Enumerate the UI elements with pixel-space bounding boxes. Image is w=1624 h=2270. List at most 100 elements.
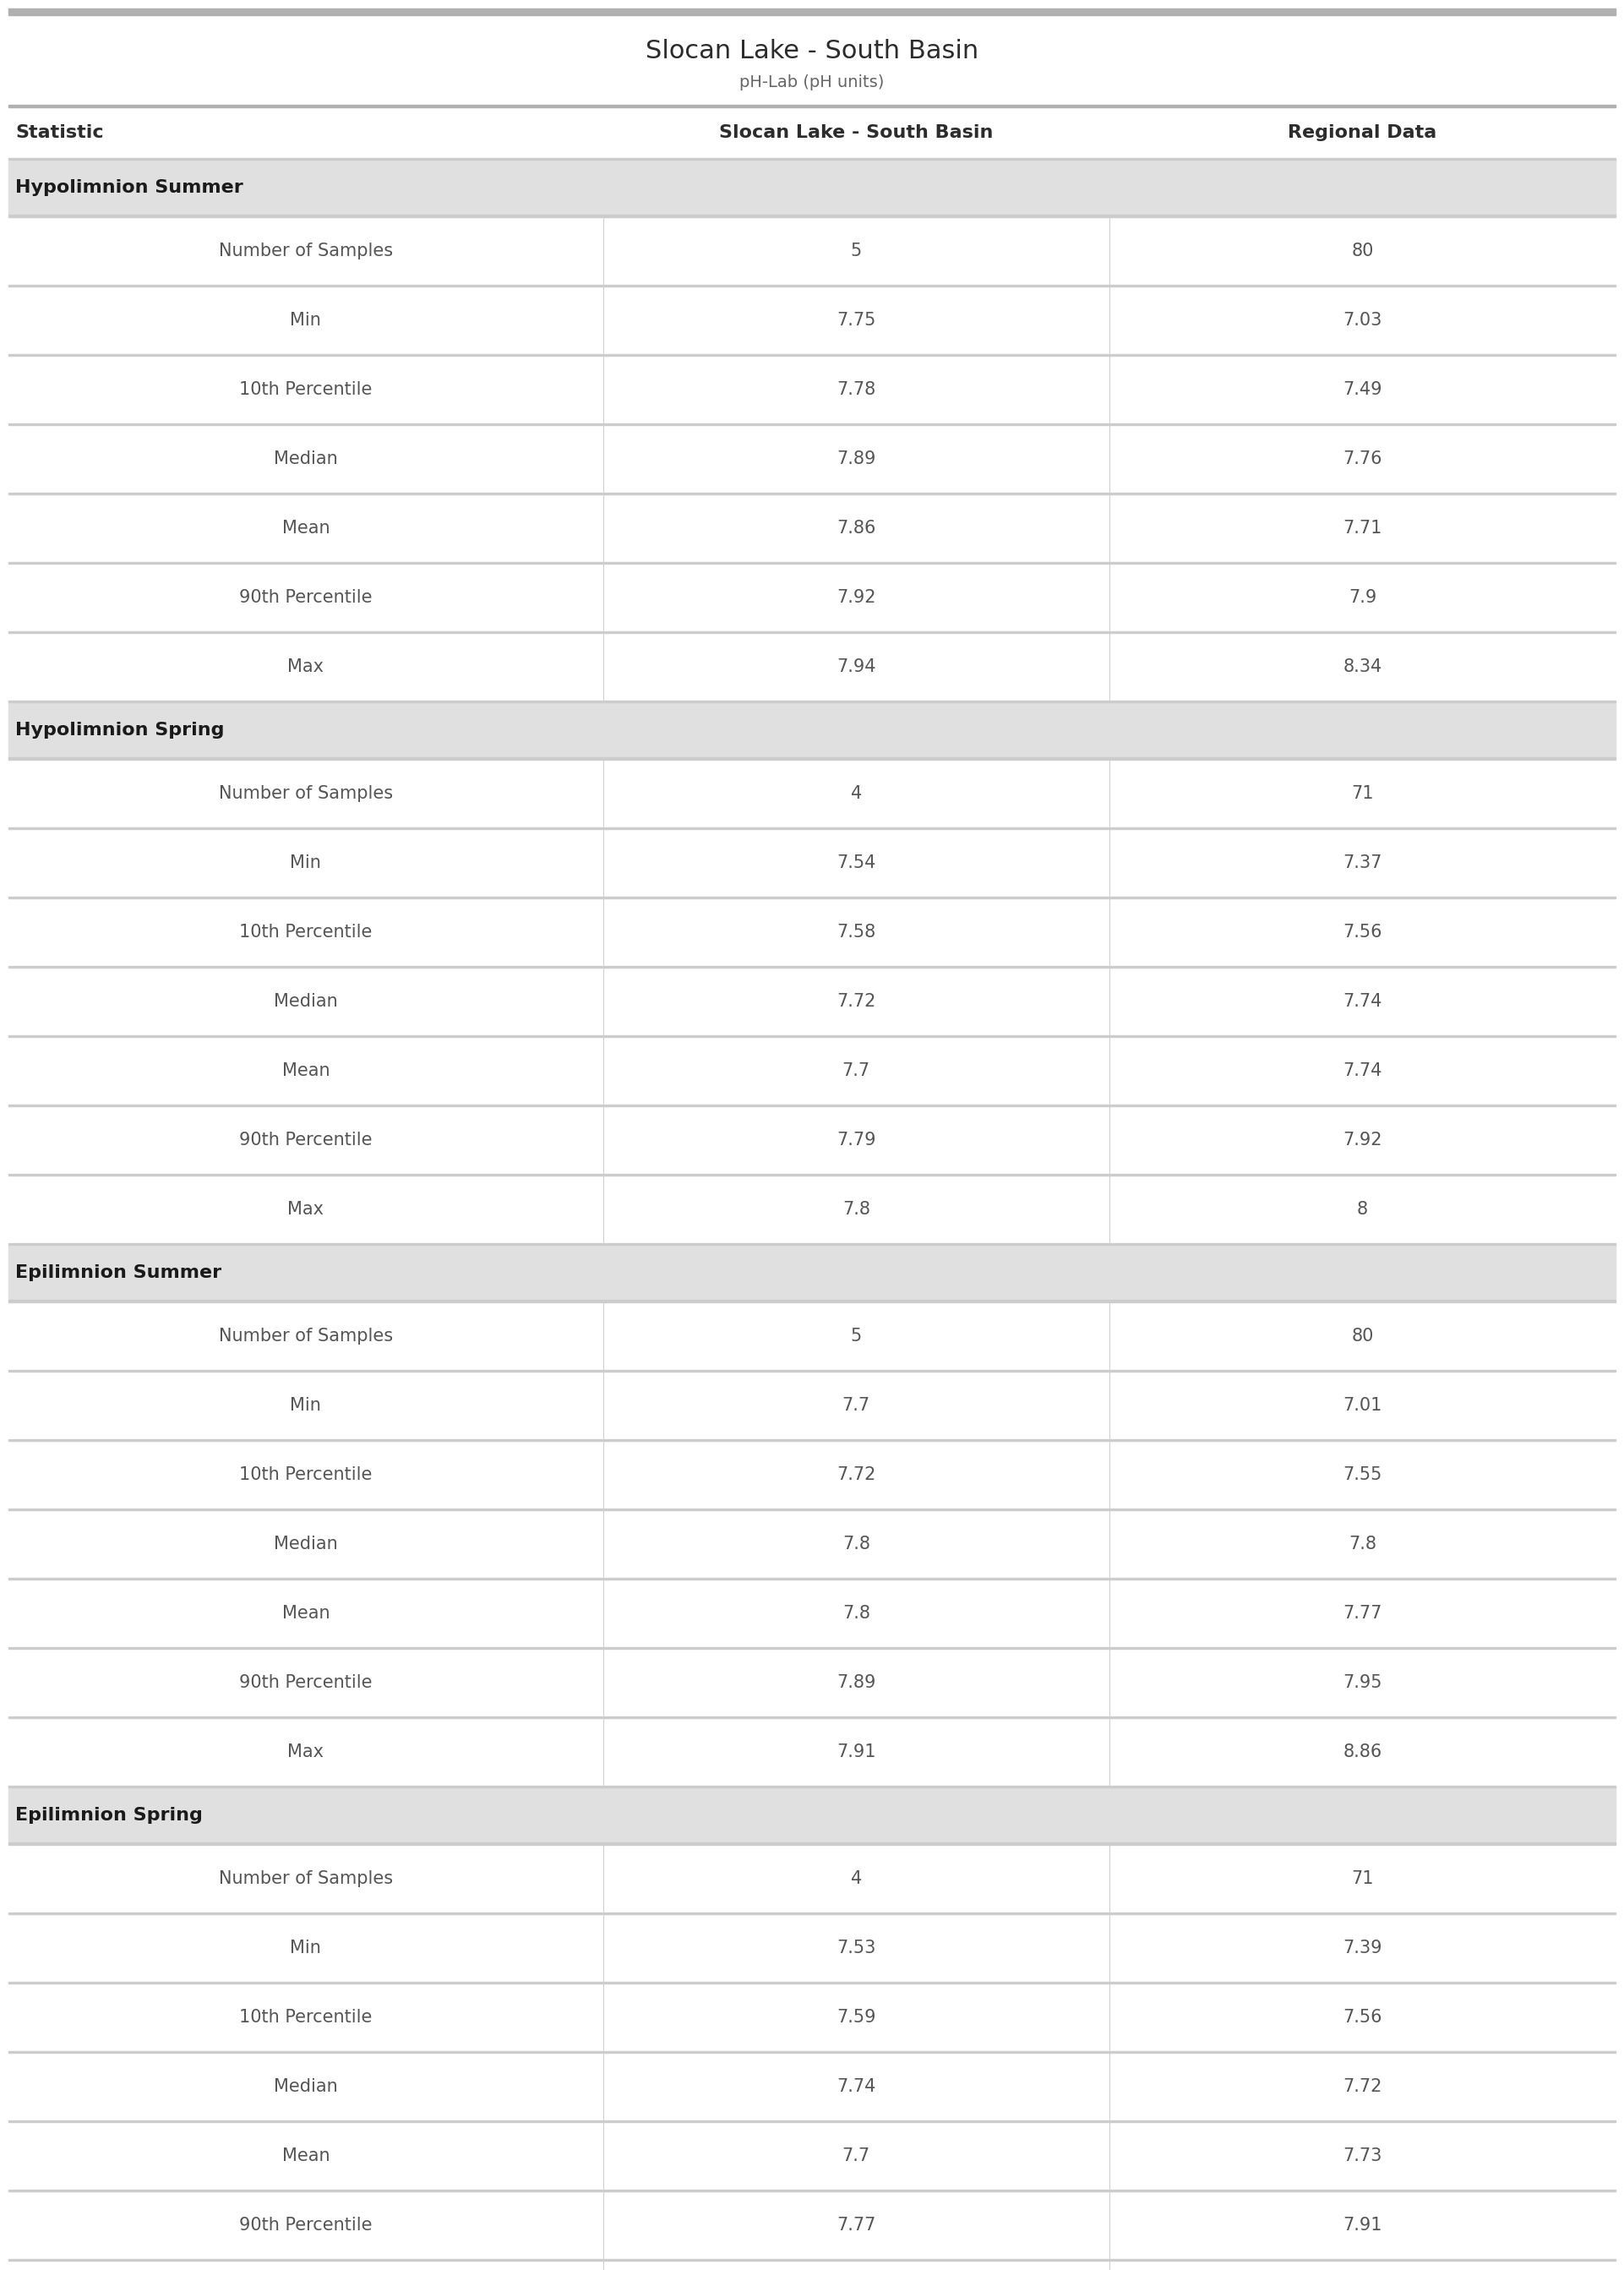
Text: 71: 71 (1351, 785, 1374, 801)
Bar (8, 1914, 1616, 1982)
Bar (8, 1510, 1616, 1578)
Bar (8, 1718, 1616, 1786)
Bar (8, 1037, 1616, 1105)
Text: Mean: Mean (283, 1605, 330, 1621)
Text: 7.91: 7.91 (836, 1743, 875, 1762)
Bar (8, 2191, 1616, 2259)
Bar (8, 495, 1616, 563)
Bar (8, 1105, 1616, 1174)
Text: 7.39: 7.39 (1343, 1939, 1382, 1957)
Bar (8, 1371, 1616, 1439)
Text: 5: 5 (851, 243, 862, 259)
Text: Regional Data: Regional Data (1288, 125, 1437, 141)
Bar (8, 424, 1616, 493)
Bar (8, 967, 1616, 1035)
Text: Median: Median (274, 449, 338, 468)
Text: Number of Samples: Number of Samples (219, 243, 393, 259)
Bar (8, 1580, 1616, 1648)
Text: 7.49: 7.49 (1343, 381, 1382, 397)
Text: 7.76: 7.76 (1343, 449, 1382, 468)
Bar (8, 1786, 1616, 1843)
Text: 7.59: 7.59 (836, 2009, 875, 2025)
Text: 7.72: 7.72 (836, 992, 875, 1010)
Text: 8: 8 (1358, 1201, 1367, 1217)
Text: 8.86: 8.86 (1343, 1743, 1382, 1762)
Text: 7.54: 7.54 (836, 854, 875, 872)
Bar (8, 2261, 1616, 2270)
Text: 4: 4 (851, 1870, 862, 1886)
Text: 7.37: 7.37 (1343, 854, 1382, 872)
Text: 7.56: 7.56 (1343, 924, 1382, 940)
Bar (8, 829, 1616, 897)
Text: 10th Percentile: 10th Percentile (239, 1466, 372, 1482)
Text: 7.55: 7.55 (1343, 1466, 1382, 1482)
Text: Number of Samples: Number of Samples (219, 1328, 393, 1344)
Bar (8, 633, 1616, 701)
Text: Epilimnion Summer: Epilimnion Summer (15, 1264, 221, 1280)
Text: 7.53: 7.53 (836, 1939, 875, 1957)
Text: Slocan Lake - South Basin: Slocan Lake - South Basin (645, 39, 979, 64)
Text: 4: 4 (851, 785, 862, 801)
Text: Median: Median (274, 992, 338, 1010)
Text: 90th Percentile: 90th Percentile (239, 1133, 372, 1149)
Text: Median: Median (274, 1535, 338, 1553)
Text: 7.79: 7.79 (836, 1133, 875, 1149)
Text: 7.89: 7.89 (836, 1675, 875, 1691)
Text: Median: Median (274, 2077, 338, 2095)
Text: 7.95: 7.95 (1343, 1675, 1382, 1691)
Bar (8, 701, 1616, 758)
Text: pH-Lab (pH units): pH-Lab (pH units) (739, 75, 885, 91)
Text: 10th Percentile: 10th Percentile (239, 381, 372, 397)
Bar (8, 286, 1616, 354)
Text: 7.03: 7.03 (1343, 311, 1382, 329)
Text: 7.78: 7.78 (836, 381, 875, 397)
Bar (8, 356, 1616, 424)
Text: 90th Percentile: 90th Percentile (239, 1675, 372, 1691)
Text: 7.7: 7.7 (843, 1396, 870, 1414)
Text: 90th Percentile: 90th Percentile (239, 588, 372, 606)
Text: 7.9: 7.9 (1348, 588, 1377, 606)
Text: 7.7: 7.7 (843, 2147, 870, 2163)
Text: Max: Max (287, 658, 323, 674)
Text: Min: Min (291, 1396, 322, 1414)
Bar (8, 1441, 1616, 1510)
Text: Min: Min (291, 311, 322, 329)
Text: Min: Min (291, 1939, 322, 1957)
Text: 7.75: 7.75 (836, 311, 875, 329)
Text: Mean: Mean (283, 520, 330, 536)
Bar (8, 760, 1616, 826)
Text: 7.86: 7.86 (836, 520, 875, 536)
Bar (8, 1303, 1616, 1369)
Text: Hypolimnion Summer: Hypolimnion Summer (15, 179, 244, 195)
Text: Max: Max (287, 1743, 323, 1762)
Text: 7.73: 7.73 (1343, 2147, 1382, 2163)
Bar (8, 2122, 1616, 2191)
Text: 90th Percentile: 90th Percentile (239, 2218, 372, 2234)
Text: 5: 5 (851, 1328, 862, 1344)
Bar (8, 1843, 1616, 1846)
Text: Epilimnion Spring: Epilimnion Spring (15, 1807, 203, 1823)
Text: 7.8: 7.8 (843, 1201, 870, 1217)
Text: 7.71: 7.71 (1343, 520, 1382, 536)
Text: 7.56: 7.56 (1343, 2009, 1382, 2025)
Bar (8, 758, 1616, 760)
Bar (8, 1244, 1616, 1301)
Text: Number of Samples: Number of Samples (219, 785, 393, 801)
Text: 71: 71 (1351, 1870, 1374, 1886)
Text: 7.7: 7.7 (843, 1062, 870, 1078)
Text: 7.58: 7.58 (836, 924, 875, 940)
Text: Mean: Mean (283, 2147, 330, 2163)
Text: Mean: Mean (283, 1062, 330, 1078)
Text: 7.92: 7.92 (836, 588, 875, 606)
Bar (8, 1846, 1616, 1914)
Bar (8, 1648, 1616, 1716)
Bar (8, 563, 1616, 631)
Bar (8, 104, 1616, 107)
Bar (8, 1984, 1616, 2052)
Bar (8, 159, 1616, 216)
Text: 7.74: 7.74 (836, 2077, 875, 2095)
Bar (8, 1301, 1616, 1303)
Text: 7.8: 7.8 (843, 1535, 870, 1553)
Bar (8, 899, 1616, 967)
Bar (8, 216, 1616, 218)
